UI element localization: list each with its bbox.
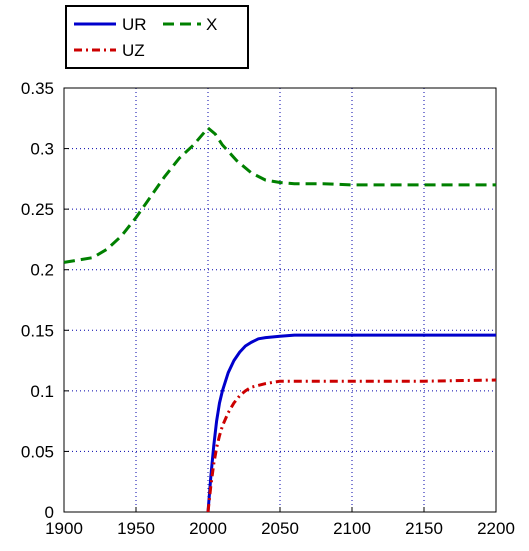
series-line-uz xyxy=(206,378,497,513)
y-tick-label: 0.3 xyxy=(30,140,54,159)
legend: UR UZ X xyxy=(65,5,249,69)
x-tick-label: 2100 xyxy=(333,519,371,538)
legend-label-ur: UR xyxy=(122,15,147,34)
y-tick-label: 0.1 xyxy=(30,382,54,401)
legend-label-x: X xyxy=(206,15,217,34)
x-tick-label: 2000 xyxy=(189,519,227,538)
y-tick-label: 0.25 xyxy=(21,200,54,219)
x-tick-label: 1900 xyxy=(45,519,83,538)
series-lines xyxy=(63,126,497,513)
series-line-ur xyxy=(206,333,496,513)
x-tick-label: 2150 xyxy=(405,519,443,538)
x-tick-label: 1950 xyxy=(117,519,155,538)
x-tick-label: 2200 xyxy=(477,519,515,538)
x-tick-label: 2050 xyxy=(261,519,299,538)
grid xyxy=(64,88,496,512)
legend-label-uz: UZ xyxy=(122,41,145,60)
series-line-x xyxy=(63,126,496,264)
legend-box xyxy=(65,5,249,69)
y-tick-label: 0.35 xyxy=(21,79,54,98)
axis-ticks: 1900 1950 2000 2050 2100 2150 2200 0 0.05 0.1 0.15… xyxy=(21,79,515,538)
y-tick-label: 0 xyxy=(45,503,54,522)
y-tick-label: 0.2 xyxy=(30,261,54,280)
y-tick-label: 0.05 xyxy=(21,442,54,461)
y-tick-label: 0.15 xyxy=(21,321,54,340)
